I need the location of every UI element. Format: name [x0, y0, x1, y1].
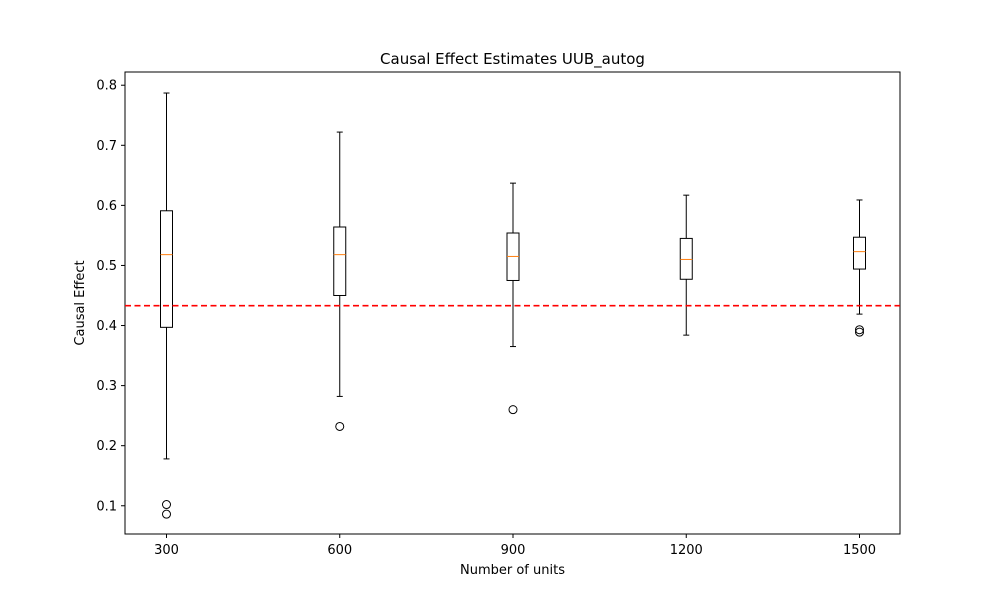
y-tick-label: 0.2 [96, 439, 117, 454]
outlier-point [335, 421, 345, 431]
box-iqr [853, 236, 866, 270]
x-tick-label: 1200 [670, 543, 703, 558]
y-tick-label: 0.7 [96, 139, 117, 154]
x-axis-label: Number of units [460, 563, 565, 578]
y-tick-label: 0.1 [96, 499, 117, 514]
outlier-point [162, 500, 171, 510]
outlier-point [508, 405, 518, 415]
plot-area: 0.1 0.2 0.3 0.4 0.5 0.6 0.7 0.8 300 600 900 1200 150… [96, 71, 901, 558]
box-iqr [160, 210, 173, 328]
outlier-point [855, 325, 864, 335]
outlier-point [855, 327, 864, 337]
box-iqr [333, 226, 347, 296]
y-tick-label: 0.3 [96, 379, 117, 394]
x-tick-label: 300 [154, 543, 179, 558]
x-tick-label: 900 [501, 543, 526, 558]
x-tick-label: 600 [327, 543, 352, 558]
y-tick-label: 0.4 [96, 319, 117, 334]
x-tick-label: 1500 [843, 543, 876, 558]
y-axis-label: Causal Effect [73, 260, 88, 345]
outlier-point [162, 509, 171, 519]
y-tick-label: 0.6 [96, 199, 117, 214]
y-tick-label: 0.8 [96, 79, 117, 94]
y-tick-label: 0.5 [96, 259, 117, 274]
chart-title: Causal Effect Estimates UUB_autog [380, 50, 645, 69]
box-iqr [679, 237, 693, 280]
